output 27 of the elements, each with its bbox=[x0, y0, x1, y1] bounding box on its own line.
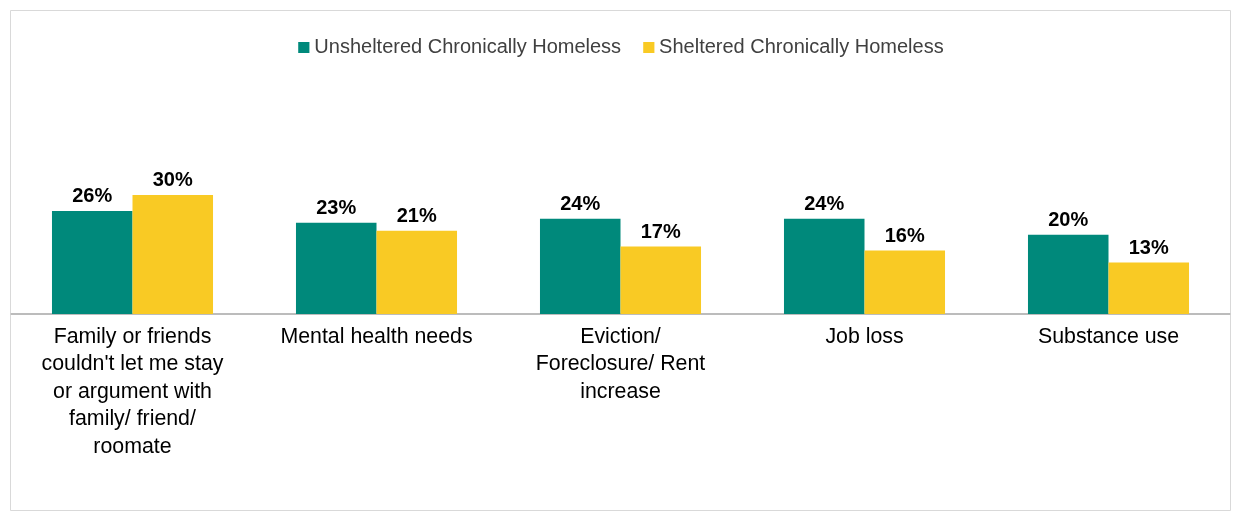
x-tick-label: Family or friends couldn't let me stay or argument with family/ friend/ roomate bbox=[41, 323, 224, 458]
x-tick-label: Substance use bbox=[1037, 323, 1180, 348]
data-label: 21% bbox=[396, 203, 437, 226]
bar bbox=[620, 246, 702, 315]
data-label: 23% bbox=[316, 196, 357, 219]
x-tick-label: Job loss bbox=[825, 323, 904, 348]
bar bbox=[864, 250, 946, 315]
bar bbox=[376, 230, 458, 315]
legend-label: Sheltered Chronically Homeless bbox=[659, 35, 944, 58]
data-label: 17% bbox=[640, 219, 681, 242]
bar bbox=[539, 218, 621, 315]
bar bbox=[51, 210, 133, 315]
bar bbox=[132, 195, 214, 315]
bar bbox=[783, 218, 865, 315]
data-label: 24% bbox=[804, 192, 845, 215]
data-label: 13% bbox=[1128, 235, 1169, 258]
legend-label: Unsheltered Chronically Homeless bbox=[314, 35, 622, 58]
bar bbox=[1108, 262, 1190, 315]
data-label: 24% bbox=[560, 192, 601, 215]
data-label: 16% bbox=[884, 223, 925, 246]
data-label: 26% bbox=[72, 184, 113, 207]
x-tick-label: Mental health needs bbox=[280, 323, 473, 348]
bar bbox=[295, 222, 377, 315]
data-label: 20% bbox=[1048, 207, 1089, 230]
data-label: 30% bbox=[152, 168, 193, 191]
x-tick-label: Eviction/ Foreclosure/ Rent increase bbox=[535, 323, 706, 403]
bar bbox=[1027, 234, 1109, 315]
